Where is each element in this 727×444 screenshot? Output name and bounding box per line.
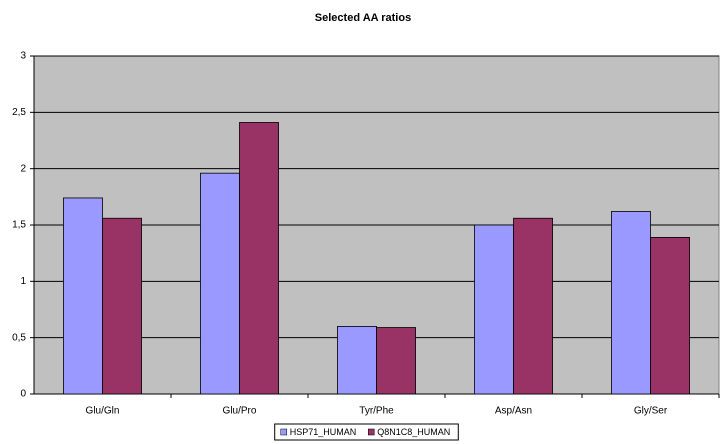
x-tick-label: Glu/Pro <box>223 406 257 417</box>
legend-swatch <box>368 428 375 436</box>
y-tick-label: 2,5 <box>12 107 26 118</box>
bar <box>337 325 377 395</box>
y-tick-label: 0 <box>20 389 26 400</box>
y-tick-label: 3 <box>20 51 26 62</box>
legend-box <box>274 423 459 441</box>
bar <box>63 197 103 395</box>
bar <box>102 217 142 395</box>
bar <box>650 236 690 395</box>
x-tick-label: Tyr/Phe <box>359 406 394 417</box>
y-tick-label: 1,5 <box>12 220 26 231</box>
bar <box>239 122 279 395</box>
legend: HSP71_HUMAN Q8N1C8_HUMAN <box>274 423 459 441</box>
legend-label: HSP71_HUMAN <box>290 427 357 437</box>
chart-title: Selected AA ratios <box>315 12 411 24</box>
bar <box>513 217 553 395</box>
x-tick-label: Gly/Ser <box>634 406 668 417</box>
bar <box>200 172 240 395</box>
bar <box>611 211 651 395</box>
bar <box>474 224 514 395</box>
y-tick-label: 2 <box>20 163 26 174</box>
legend-swatch <box>280 428 287 436</box>
x-tick-label: Asp/Asn <box>495 406 532 417</box>
bar <box>376 327 416 395</box>
x-tick-label: Glu/Gln <box>86 406 120 417</box>
y-tick-label: 1 <box>20 276 26 287</box>
legend-label: Q8N1C8_HUMAN <box>377 427 450 437</box>
y-tick-label: 0,5 <box>12 332 26 343</box>
